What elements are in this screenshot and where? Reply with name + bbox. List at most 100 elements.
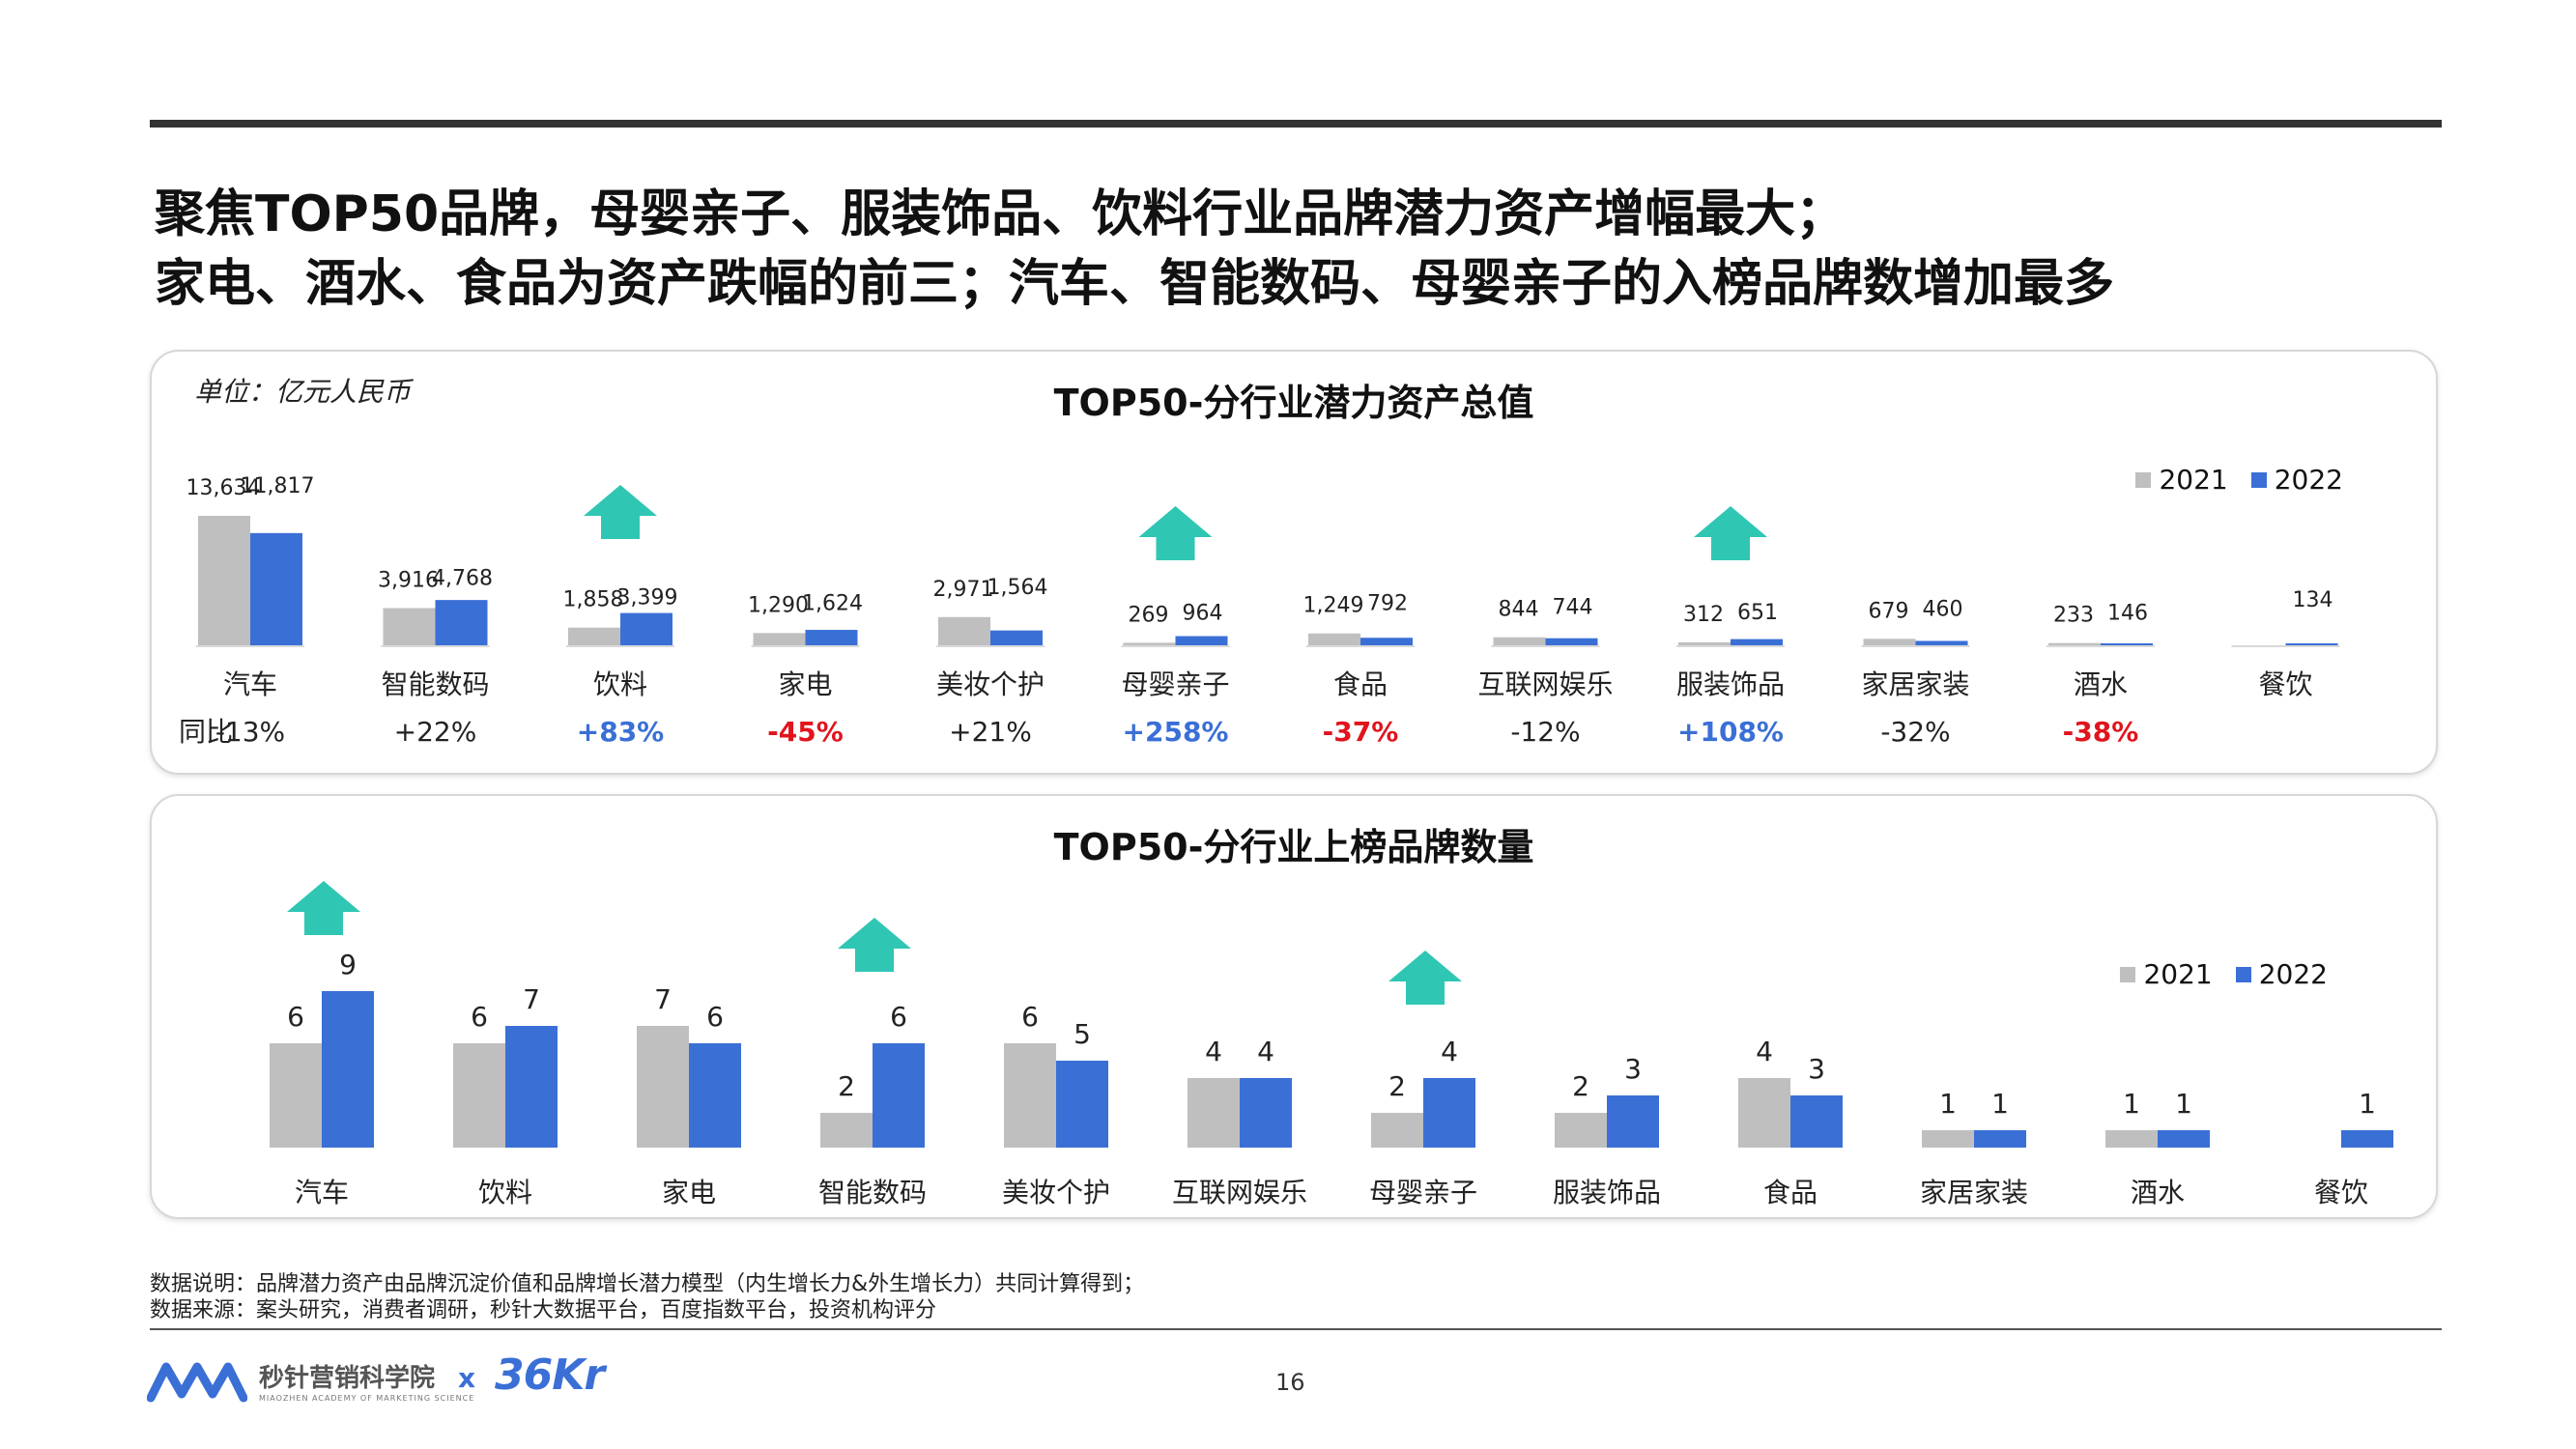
partner-logo-36kr: 36Kr (495, 1350, 605, 1400)
value-label-2021-8: 312 (1683, 603, 1724, 627)
chart-title-potential-assets: TOP50-分行业潜力资产总值 (1053, 382, 1534, 424)
value-label-2021-4: 6 (1021, 1001, 1039, 1033)
brand-subtitle: MIAOZHEN ACADEMY OF MARKETING SCIENCE (259, 1394, 475, 1403)
legend-swatch-2022 (2250, 471, 2267, 488)
category-label-6: 母婴亲子 (1369, 1177, 1477, 1208)
value-label-2022-3: 6 (890, 1001, 907, 1033)
value-label-2021-4: 2,971 (933, 578, 994, 602)
bar-2022-7 (1607, 1095, 1659, 1148)
value-label-2021-0: 6 (287, 1001, 304, 1033)
value-label-2021-2: 7 (654, 983, 672, 1015)
value-label-2021-0: 13,634 (186, 476, 261, 500)
bar-2021-1 (453, 1043, 505, 1148)
value-label-2022-3: 1,624 (802, 591, 863, 615)
value-label-2021-3: 1,290 (748, 593, 809, 617)
bar-2021-9 (1863, 639, 1916, 645)
value-label-2021-10: 1 (2123, 1088, 2140, 1120)
bar-2022-4 (990, 630, 1043, 645)
growth-arrow-icon (1694, 506, 1767, 560)
value-label-2021-5: 269 (1129, 603, 1169, 627)
value-label-2022-6: 792 (1367, 592, 1408, 616)
headline: 聚焦TOP50品牌，母婴亲子、服装饰品、饮料行业品牌潜力资产增幅最大； 家电、酒… (155, 180, 2454, 319)
value-label-2021-1: 3,916 (378, 569, 439, 593)
value-label-2022-1: 7 (523, 983, 540, 1015)
category-label-8: 服装饰品 (1676, 668, 1785, 700)
category-label-3: 家电 (778, 668, 832, 700)
bar-2021-0 (198, 516, 250, 645)
bar-2022-11 (2285, 643, 2338, 645)
legend-swatch-2021 (2135, 471, 2152, 488)
bar-2022-0 (250, 532, 302, 645)
value-label-2022-9: 1 (1991, 1088, 2009, 1120)
category-label-10: 酒水 (2131, 1177, 2185, 1208)
bar-2021-10 (2105, 1130, 2158, 1148)
category-label-11: 餐饮 (2314, 1177, 2368, 1208)
footnote: 数据说明：品牌潜力资产由品牌沉淀价值和品牌增长潜力模型（内生增长力&外生增长力）… (150, 1271, 1144, 1323)
bar-2022-0 (322, 991, 374, 1148)
chart-brand-count: 6 9 汽车 6 7 饮料 7 6 家电 2 6 智能数码 6 5 美妆个护 4 4 互联网娱乐 2 4 母婴亲子 2 3 服… (270, 881, 2393, 1208)
bar-2021-6 (1308, 633, 1360, 645)
legend-brand-count: 2021 2022 (2120, 958, 2328, 990)
bar-2021-7 (1493, 637, 1546, 645)
value-label-2022-4: 5 (1073, 1018, 1091, 1050)
yoy-value-2: +83% (577, 716, 664, 748)
value-label-2021-7: 2 (1572, 1070, 1589, 1102)
yoy-value-10: -38% (2063, 716, 2139, 748)
value-label-2022-2: 6 (706, 1001, 724, 1033)
value-label-2022-11: 134 (2293, 588, 2333, 612)
bar-2022-2 (689, 1043, 741, 1148)
category-label-1: 智能数码 (381, 668, 489, 700)
category-label-4: 美妆个护 (1002, 1177, 1110, 1208)
value-label-2022-1: 4,768 (432, 567, 493, 591)
value-label-2021-6: 2 (1388, 1070, 1406, 1102)
logo-separator: x (458, 1362, 476, 1394)
bar-2021-2 (568, 627, 620, 645)
bar-2022-8 (1731, 639, 1783, 645)
yoy-value-6: -37% (1323, 716, 1399, 748)
value-label-2022-11: 1 (2359, 1088, 2376, 1120)
value-label-2022-5: 4 (1257, 1036, 1274, 1067)
bar-2021-5 (1123, 642, 1176, 645)
category-label-5: 母婴亲子 (1121, 668, 1229, 700)
chart-panel-brand-count: TOP50-分行业上榜品牌数量 2021 2022 6 9 汽车 6 7 饮料 7 6 家电 2 6… (150, 794, 2438, 1219)
yoy-value-1: +22% (394, 716, 477, 748)
legend-label-2021: 2021 (2159, 464, 2228, 496)
top-rule (150, 120, 2442, 128)
bar-2022-10 (2101, 643, 2153, 645)
category-label-9: 家居家装 (1920, 1177, 2028, 1208)
footnote-data-source: 数据来源：案头研究，消费者调研，秒针大数据平台，百度指数平台，投资机构评分 (150, 1298, 937, 1322)
bar-2021-5 (1188, 1078, 1240, 1148)
value-label-2021-10: 233 (2053, 604, 2094, 628)
bar-2021-8 (1738, 1078, 1790, 1148)
category-label-5: 互联网娱乐 (1172, 1177, 1307, 1208)
category-label-11: 餐饮 (2258, 668, 2312, 700)
value-label-2022-0: 9 (339, 949, 357, 980)
bar-2022-1 (505, 1026, 558, 1148)
bar-2021-8 (1678, 641, 1731, 645)
value-label-2021-5: 4 (1205, 1036, 1222, 1067)
category-label-9: 家居家装 (1861, 668, 1969, 700)
bar-2022-7 (1545, 638, 1598, 645)
legend-label-2022: 2022 (2258, 958, 2328, 990)
legend-swatch-2021 (2120, 966, 2136, 982)
bar-2022-1 (435, 600, 488, 645)
growth-arrow-icon (584, 485, 657, 539)
value-label-2021-9: 1 (1939, 1088, 1957, 1120)
category-label-7: 服装饰品 (1553, 1177, 1661, 1208)
category-label-4: 美妆个护 (936, 668, 1045, 700)
bar-2021-3 (753, 633, 806, 645)
growth-arrow-icon (1388, 951, 1462, 1005)
legend-item-2022: 2022 (2250, 464, 2343, 496)
chart-title-brand-count: TOP50-分行业上榜品牌数量 (1053, 826, 1534, 868)
headline-line-2: 家电、酒水、食品为资产跌幅的前三；汽车、智能数码、母婴亲子的入榜品牌数增加最多 (155, 255, 2115, 313)
bar-2022-10 (2158, 1130, 2210, 1148)
bar-2021-4 (938, 616, 990, 645)
headline-line-1: 聚焦TOP50品牌，母婴亲子、服装饰品、饮料行业品牌潜力资产增幅最大； (155, 185, 1846, 243)
value-label-2022-8: 3 (1808, 1053, 1825, 1085)
value-label-2021-6: 1,249 (1303, 594, 1364, 618)
value-label-2021-9: 679 (1869, 599, 1909, 623)
yoy-value-8: +108% (1677, 716, 1784, 748)
bar-2022-9 (1974, 1130, 2026, 1148)
legend-label-2021: 2021 (2143, 958, 2213, 990)
